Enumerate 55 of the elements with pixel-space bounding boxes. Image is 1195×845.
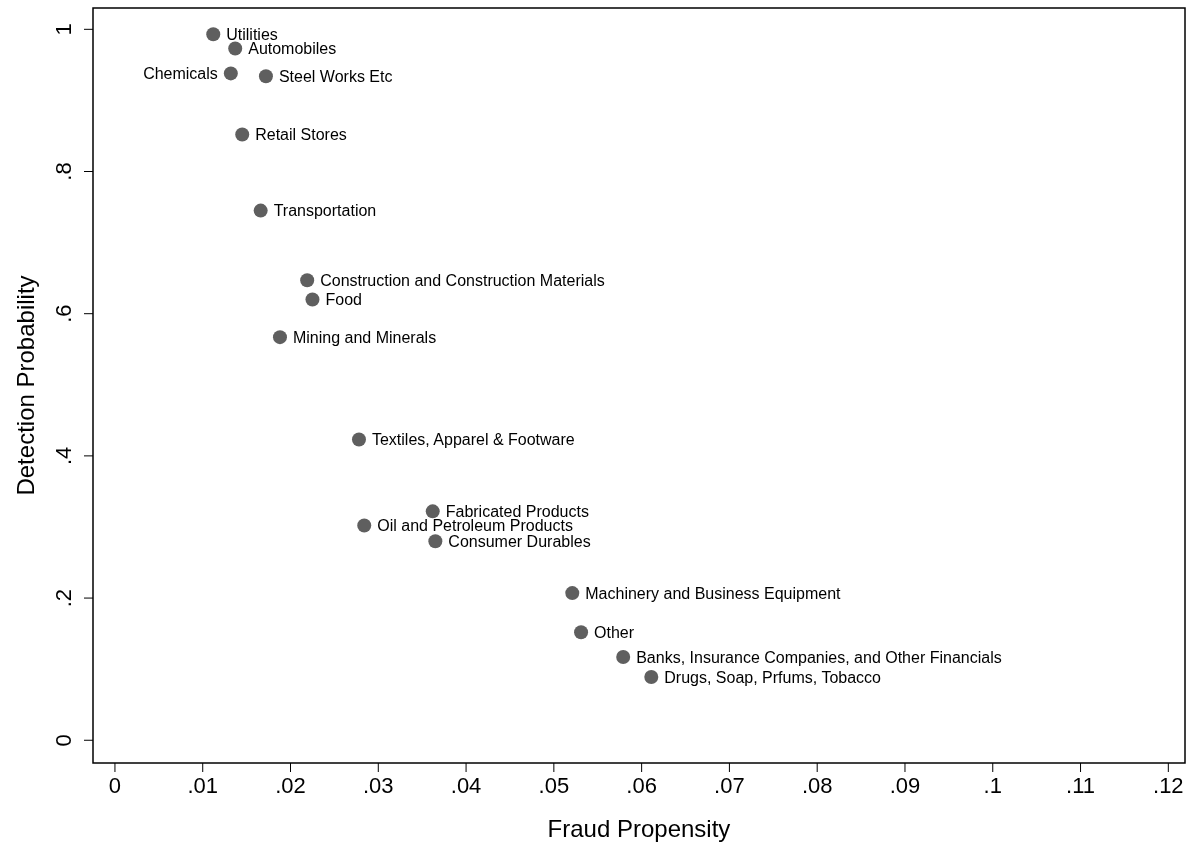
annotation: Other xyxy=(594,623,635,641)
y-tick-label: 1 xyxy=(51,23,76,36)
annotation: Fabricated Products xyxy=(445,502,589,520)
x-tick-label: .12 xyxy=(1153,773,1184,798)
annotation: Machinery and Business Equipment xyxy=(585,584,842,602)
point xyxy=(305,292,320,307)
x-tick-label: .02 xyxy=(275,773,306,798)
point xyxy=(253,203,268,218)
point xyxy=(357,518,372,533)
y-tick-label: 0 xyxy=(51,734,76,747)
x-tick-label: .03 xyxy=(362,773,394,798)
annotation: Textiles, Apparel & Footware xyxy=(371,431,575,449)
point xyxy=(351,432,366,447)
point xyxy=(428,534,443,549)
x-tick-label: .01 xyxy=(187,773,219,798)
x-tick-label: .11 xyxy=(1066,773,1096,798)
annotation: Retail Stores xyxy=(255,126,347,144)
point xyxy=(228,41,243,56)
annotation: Drugs, Soap, Prfums, Tobacco xyxy=(664,668,882,686)
annotation: Construction and Construction Materials xyxy=(320,271,605,289)
point xyxy=(272,330,287,345)
annotation: Automobiles xyxy=(248,40,337,58)
point xyxy=(300,273,315,288)
x-tick-label: .06 xyxy=(626,773,657,798)
point xyxy=(565,586,580,601)
point xyxy=(644,669,659,684)
x-tick-label: .08 xyxy=(801,773,833,798)
y-tick-label: .4 xyxy=(51,446,76,466)
x-tick-label: .09 xyxy=(889,773,921,798)
annotation: Chemicals xyxy=(143,65,218,82)
annotation: Consumer Durables xyxy=(448,532,591,550)
x-tick-label: 0 xyxy=(108,773,122,798)
point xyxy=(258,69,273,84)
y-tick-label: .6 xyxy=(51,304,76,323)
point xyxy=(574,625,589,640)
annotation: Oil and Petroleum Products xyxy=(377,517,573,535)
annotation: Steel Works Etc xyxy=(278,67,393,85)
point xyxy=(206,27,221,42)
x-tick-label: .1 xyxy=(983,773,1002,798)
point xyxy=(616,650,631,665)
x-tick-label: .04 xyxy=(450,773,482,798)
point xyxy=(235,127,250,142)
x-tick-label: .07 xyxy=(714,773,745,798)
annotation: Transportation xyxy=(273,202,377,220)
annotation: Mining and Minerals xyxy=(292,328,437,346)
x-axis-title: Fraud Propensity xyxy=(547,815,731,842)
y-tick-label: .2 xyxy=(51,588,76,608)
x-tick-label: .05 xyxy=(538,773,570,798)
point xyxy=(223,66,238,81)
annotation: Utilities xyxy=(226,25,278,43)
point xyxy=(425,504,440,519)
y-axis-title: Detection Probability xyxy=(12,275,39,496)
y-tick-label: .8 xyxy=(51,162,76,181)
annotation: Food xyxy=(325,291,362,309)
annotation: Banks, Insurance Companies, and Other Financials xyxy=(636,648,1002,666)
